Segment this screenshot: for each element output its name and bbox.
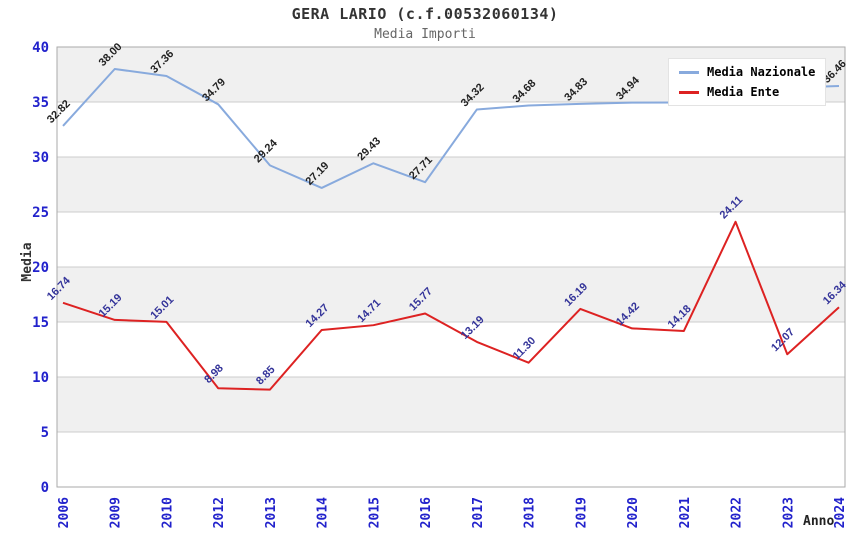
- plot-band: [57, 157, 845, 212]
- plot-band: [57, 267, 845, 322]
- x-tick-label: 2013: [264, 497, 279, 528]
- chart-title: GERA LARIO (c.f.00532060134): [291, 5, 559, 23]
- plot-band: [57, 377, 845, 432]
- line-swatch-icon: [679, 70, 699, 74]
- x-tick-label: 2021: [678, 497, 693, 528]
- x-tick-label: 2006: [57, 497, 72, 528]
- plot-band: [57, 102, 845, 157]
- y-tick-label: 5: [41, 425, 49, 441]
- y-tick-label: 10: [32, 370, 49, 386]
- y-tick-label: 20: [32, 260, 49, 276]
- legend-box: Media Nazionale Media Ente: [668, 58, 827, 106]
- line-swatch-icon: [679, 90, 699, 94]
- legend-label: Media Nazionale: [707, 65, 816, 79]
- x-tick-label: 2016: [419, 497, 434, 528]
- x-tick-label: 2018: [523, 497, 538, 528]
- y-axis-title: Media: [20, 242, 35, 282]
- y-tick-label: 30: [32, 150, 49, 166]
- x-tick-label: 2010: [160, 497, 175, 528]
- x-tick-label: 2017: [471, 497, 486, 528]
- plot-band: [57, 212, 845, 267]
- y-tick-label: 25: [32, 205, 49, 221]
- x-tick-label: 2024: [833, 497, 848, 528]
- x-tick-label: 2020: [626, 497, 641, 528]
- plot-band: [57, 432, 845, 487]
- legend-item-media-ente: Media Ente: [679, 85, 815, 99]
- x-tick-label: 2009: [109, 497, 124, 528]
- series-line-media-ente: [62, 220, 840, 391]
- chart-subtitle: Media Importi: [374, 27, 476, 42]
- x-tick-label: 2015: [367, 497, 382, 528]
- y-tick-label: 40: [32, 40, 49, 56]
- x-tick-label: 2023: [781, 497, 796, 528]
- x-tick-label: 2014: [316, 497, 331, 528]
- x-tick-label: 2012: [212, 497, 227, 528]
- plot-border: [56, 46, 846, 488]
- y-tick-label: 0: [41, 480, 49, 496]
- x-tick-label: 2019: [574, 497, 589, 528]
- plot-band: [57, 322, 845, 377]
- y-tick-label: 15: [32, 315, 49, 331]
- y-tick-label: 35: [32, 95, 49, 111]
- x-axis-title: Anno: [803, 514, 835, 529]
- x-tick-label: 2022: [730, 497, 745, 528]
- legend-item-media-nazionale: Media Nazionale: [679, 65, 815, 79]
- legend-label: Media Ente: [707, 85, 780, 99]
